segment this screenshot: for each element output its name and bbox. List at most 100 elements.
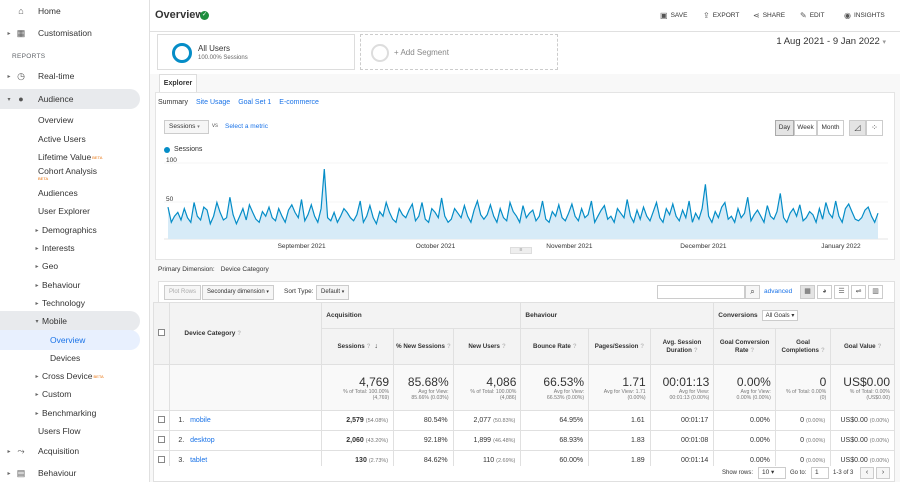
row-checkbox[interactable] — [152, 430, 171, 451]
sidebar-item-behaviour-sub[interactable]: ▸ Behaviour — [0, 275, 140, 295]
granularity-month[interactable]: Month — [817, 120, 844, 136]
sidebar-item-audience-overview[interactable]: Overview — [38, 115, 74, 125]
sidebar-item-acquisition[interactable]: ▸ ⤳ Acquisition — [0, 441, 140, 461]
subtab-site-usage[interactable]: Site Usage — [195, 99, 231, 106]
chart-resize-handle[interactable]: ≡ — [510, 247, 532, 254]
sidebar-item-interests[interactable]: ▸ Interests — [0, 238, 140, 258]
behaviour-group-header: Behaviour — [520, 302, 715, 329]
advanced-filter-link[interactable]: advanced — [764, 288, 793, 295]
acquisition-icon: ⤳ — [17, 445, 25, 456]
row-device-link[interactable]: tablet — [190, 457, 208, 464]
sidebar-item-customisation[interactable]: ▸ ▦ Customisation — [0, 23, 140, 43]
save-icon: ▣ — [660, 11, 668, 20]
performance-view-icon[interactable]: ☰ — [834, 285, 849, 299]
x-tick-label: January 2022 — [821, 243, 861, 250]
sort-type-label: Sort Type: — [284, 288, 314, 295]
help-icon: ? — [366, 343, 371, 350]
sidebar-item-devices[interactable]: Devices — [50, 353, 81, 363]
tab-explorer[interactable]: Explorer — [159, 74, 197, 93]
goto-input[interactable]: 1 — [811, 467, 829, 479]
dimension-header[interactable]: Device Category? — [169, 302, 323, 365]
sidebar-item-mobile[interactable]: ▾ Mobile — [0, 311, 140, 331]
col-goal-value[interactable]: Goal Value? — [830, 328, 895, 365]
table-footer: Show rows: 10 ▾ Go to: 1 1-3 of 3 ‹ › — [153, 466, 895, 482]
table-row: 1. mobile 2,579 (54.08%) 80.54% 2,077 (50.… — [152, 410, 895, 431]
pie-view-icon[interactable]: ◕ — [817, 285, 832, 299]
sidebar-item-custom[interactable]: ▸ Custom — [0, 384, 140, 404]
sidebar-item-realtime[interactable]: ▸ ◷ Real-time — [0, 66, 140, 86]
insights-button[interactable]: ◉ INSIGHTS — [844, 11, 885, 20]
caret-right-icon: ▸ — [35, 410, 39, 417]
acquisition-group-header: Acquisition — [321, 302, 522, 329]
table-view-icon[interactable]: ▦ — [800, 285, 815, 299]
col-goal-conversion-rate[interactable]: Goal Conversion Rate? — [713, 328, 776, 365]
home-icon: ⌂ — [18, 6, 24, 16]
secondary-dimension-dropdown[interactable]: Secondary dimension ▾ — [202, 285, 274, 300]
sidebar-item-benchmarking[interactable]: ▸ Benchmarking — [0, 403, 140, 423]
sidebar-item-cross-device[interactable]: ▸ Cross Device BETA — [0, 366, 140, 386]
subtab-goal-set-1[interactable]: Goal Set 1 — [238, 99, 272, 106]
goals-dropdown[interactable]: All Goals ▾ — [761, 310, 799, 321]
col-goal-completions[interactable]: Goal Completions? — [774, 328, 832, 365]
sidebar-item-mobile-overview[interactable]: Overview — [0, 330, 140, 350]
select-all-checkbox[interactable] — [152, 302, 171, 365]
sidebar-item-user-explorer[interactable]: User Explorer — [38, 206, 90, 216]
caret-right-icon: ▸ — [35, 391, 39, 398]
prev-page-button[interactable]: ‹ — [860, 467, 874, 479]
segment-bar: All Users 100.00% Sessions + Add Segment… — [150, 32, 900, 74]
sidebar-item-geo[interactable]: ▸ Geo — [0, 256, 140, 276]
sidebar-item-users-flow[interactable]: Users Flow — [38, 426, 81, 436]
legend-sessions-dot — [164, 147, 170, 153]
sidebar-item-cohort-analysis[interactable]: Cohort Analysis BETA — [38, 166, 98, 182]
col-new-sessions[interactable]: % New Sessions? — [393, 328, 454, 365]
totals-row: 4,769% of Total: 100.00% (4,769) 85.68% Av… — [152, 364, 895, 411]
col-avg-session-duration[interactable]: Avg. Session Duration? — [649, 328, 715, 365]
sidebar-item-home[interactable]: ⌂ Home — [0, 1, 140, 21]
sidebar-item-lifetime-value[interactable]: Lifetime Value BETA — [38, 152, 103, 162]
col-new-users[interactable]: New Users? — [452, 328, 522, 365]
total-cell: US$0.00% of Total: 0.00% (US$0.00) — [830, 364, 895, 411]
next-page-button[interactable]: › — [876, 467, 890, 479]
sidebar-item-technology[interactable]: ▸ Technology — [0, 293, 140, 313]
sidebar-item-demographics[interactable]: ▸ Demographics — [0, 220, 140, 240]
sidebar-item-audience[interactable]: ▾ ● Audience — [0, 89, 140, 109]
sidebar-item-active-users[interactable]: Active Users — [38, 134, 86, 144]
metric-dropdown[interactable]: Sessions ▾ — [164, 120, 209, 134]
sidebar-item-behaviour[interactable]: ▸ ▤ Behaviour — [0, 463, 140, 482]
segment-title: All Users — [198, 44, 231, 53]
subtab-ecommerce[interactable]: E-commerce — [279, 99, 319, 106]
granularity-week[interactable]: Week — [794, 120, 817, 136]
segment-all-users[interactable]: All Users 100.00% Sessions — [157, 34, 355, 70]
sidebar-item-audiences[interactable]: Audiences — [38, 188, 78, 198]
col-sessions[interactable]: Sessions? ↓ — [321, 328, 395, 365]
report-header: Overview ✓ ▣ SAVE ⇪ EXPORT ⋖ SHARE ✎ EDIT ◉ I… — [150, 0, 900, 32]
row-device-link[interactable]: mobile — [190, 417, 211, 424]
beta-badge: BETA — [93, 373, 104, 379]
comparison-view-icon[interactable]: ⇌ — [851, 285, 866, 299]
line-chart-icon[interactable]: ◿ — [849, 120, 866, 136]
help-icon: ? — [502, 343, 506, 350]
show-rows-select[interactable]: 10 ▾ — [758, 467, 786, 479]
save-button[interactable]: ▣ SAVE — [660, 11, 688, 20]
motion-chart-icon[interactable]: ⁘ — [866, 120, 883, 136]
pivot-view-icon[interactable]: ▥ — [868, 285, 883, 299]
row-device-link[interactable]: desktop — [190, 437, 215, 444]
sessions-line-chart: 100 50 September 2021 October 2021 Novembe… — [164, 157, 888, 250]
subtab-summary[interactable]: Summary — [158, 99, 188, 106]
row-checkbox[interactable] — [152, 410, 171, 431]
plot-rows-button[interactable]: Plot Rows — [164, 285, 202, 300]
granularity-day[interactable]: Day — [775, 120, 794, 136]
vs-label: vs — [212, 123, 218, 129]
chevron-down-icon: ▾ — [197, 124, 200, 130]
table-search-input[interactable] — [657, 285, 745, 299]
search-icon[interactable]: ⌕ — [745, 285, 760, 299]
export-button[interactable]: ⇪ EXPORT — [703, 11, 740, 20]
select-metric-link[interactable]: Select a metric — [225, 123, 268, 130]
share-button[interactable]: ⋖ SHARE — [753, 11, 786, 20]
add-segment-button[interactable]: + Add Segment — [360, 34, 558, 70]
sort-type-dropdown[interactable]: Default ▾ — [316, 285, 350, 300]
edit-button[interactable]: ✎ EDIT — [800, 11, 825, 20]
col-pages-session[interactable]: Pages/Session? — [588, 328, 651, 365]
date-range-picker[interactable]: 1 Aug 2021 - 9 Jan 2022 ▾ — [776, 36, 886, 47]
col-bounce-rate[interactable]: Bounce Rate? — [520, 328, 590, 365]
